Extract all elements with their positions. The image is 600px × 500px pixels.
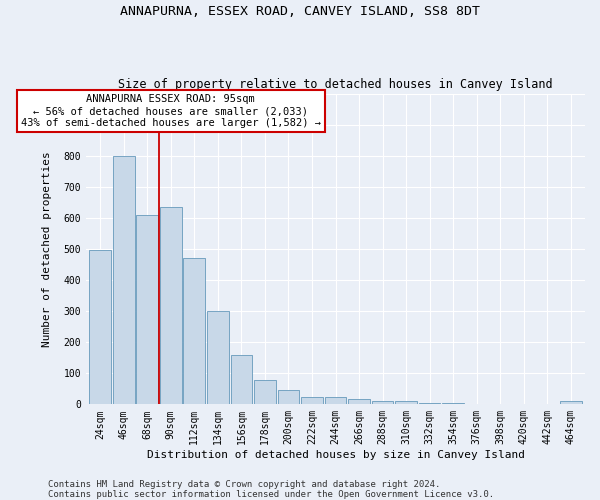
Bar	[395, 401, 417, 404]
Y-axis label: Number of detached properties: Number of detached properties	[42, 151, 52, 347]
Text: ANNAPURNA, ESSEX ROAD, CANVEY ISLAND, SS8 8DT: ANNAPURNA, ESSEX ROAD, CANVEY ISLAND, SS…	[120, 5, 480, 18]
Title: Size of property relative to detached houses in Canvey Island: Size of property relative to detached ho…	[118, 78, 553, 91]
Bar	[254, 380, 276, 404]
Bar	[278, 390, 299, 404]
Bar	[113, 156, 134, 404]
Bar	[372, 401, 394, 404]
Bar	[325, 396, 346, 404]
Bar	[230, 354, 252, 405]
Text: Contains HM Land Registry data © Crown copyright and database right 2024.
Contai: Contains HM Land Registry data © Crown c…	[48, 480, 494, 499]
Bar	[419, 403, 440, 404]
X-axis label: Distribution of detached houses by size in Canvey Island: Distribution of detached houses by size …	[146, 450, 524, 460]
Text: ANNAPURNA ESSEX ROAD: 95sqm
← 56% of detached houses are smaller (2,033)
43% of : ANNAPURNA ESSEX ROAD: 95sqm ← 56% of det…	[21, 94, 321, 128]
Bar	[184, 258, 205, 404]
Bar	[89, 250, 111, 404]
Bar	[301, 396, 323, 404]
Bar	[560, 401, 582, 404]
Bar	[136, 215, 158, 404]
Bar	[348, 398, 370, 404]
Bar	[160, 207, 182, 404]
Bar	[207, 311, 229, 404]
